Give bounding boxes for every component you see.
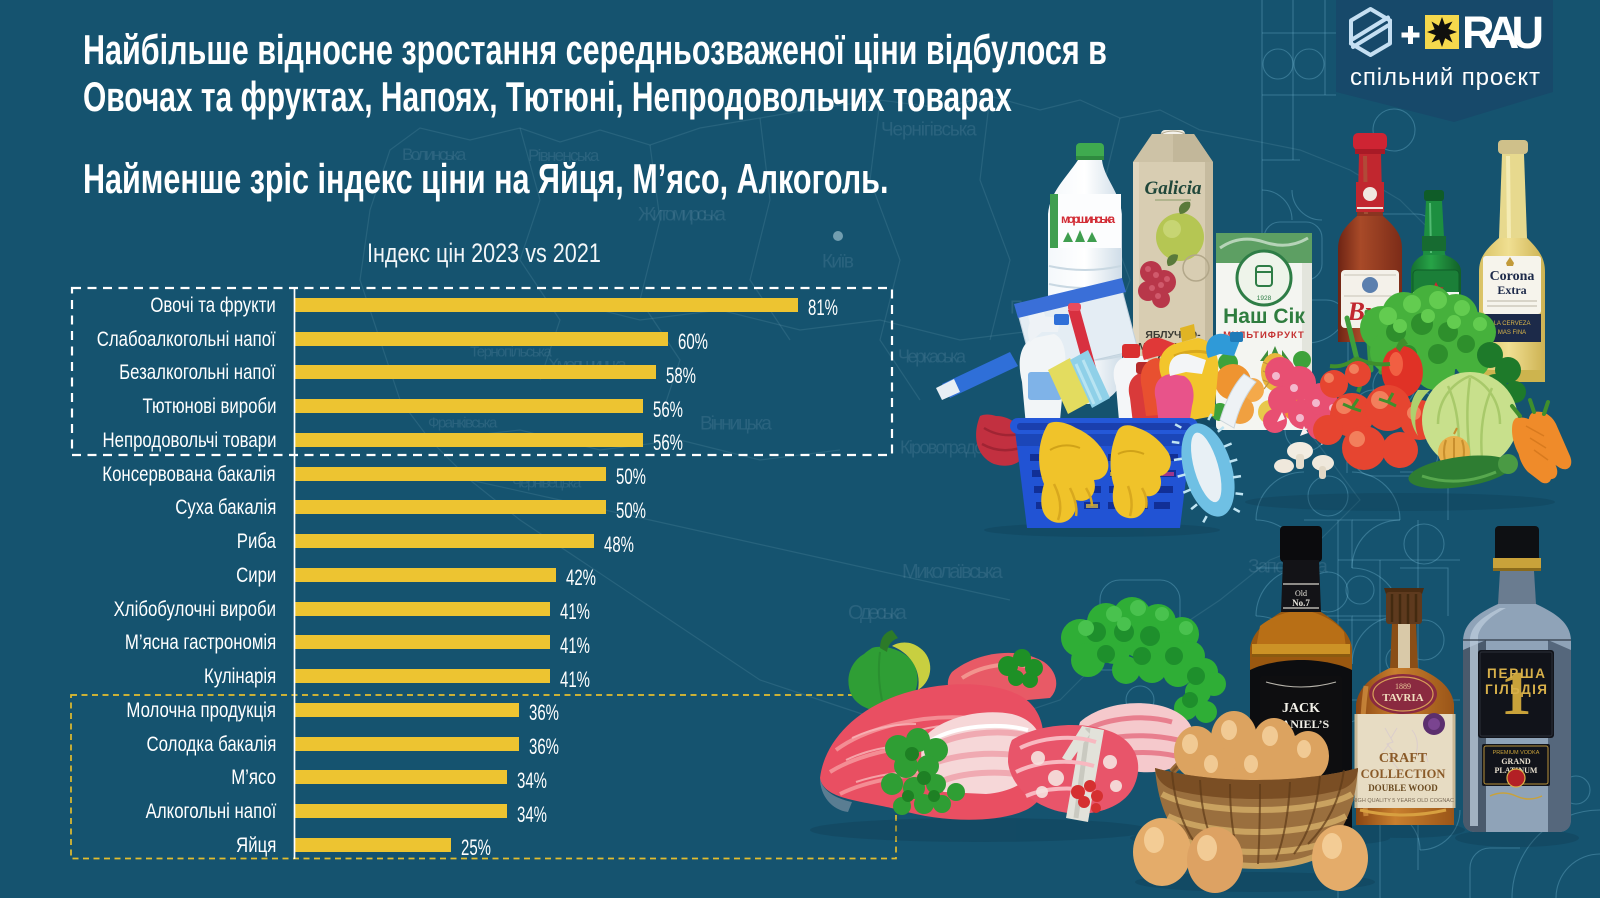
svg-text:моршинська: моршинська — [1061, 212, 1115, 226]
svg-text:RAU: RAU — [1462, 7, 1544, 58]
svg-text:Миколаївська: Миколаївська — [902, 561, 1004, 583]
svg-text:MAS FINA: MAS FINA — [1498, 330, 1526, 336]
svg-text:LA CERVEZA: LA CERVEZA — [1494, 321, 1531, 327]
svg-text:JACK: JACK — [1282, 701, 1320, 716]
svg-text:1: 1 — [1501, 660, 1532, 728]
svg-text:Galicia: Galicia — [1145, 178, 1202, 199]
svg-text:Extra: Extra — [1497, 283, 1526, 297]
svg-text:No.7: No.7 — [1292, 598, 1310, 608]
svg-text:ГІЛЬДІЯ: ГІЛЬДІЯ — [1485, 682, 1547, 697]
svg-text:1928: 1928 — [1257, 295, 1272, 302]
svg-text:PREMIUM VODKA: PREMIUM VODKA — [1493, 750, 1540, 756]
svg-text:Одеська: Одеська — [848, 602, 908, 624]
svg-text:Corona: Corona — [1490, 269, 1535, 284]
svg-text:HIGH QUALITY 5 YEARS OLD COGNA: HIGH QUALITY 5 YEARS OLD COGNAC — [1352, 798, 1454, 804]
svg-text:спільний проєкт: спільний проєкт — [1350, 64, 1540, 91]
svg-text:Волинська: Волинська — [402, 145, 467, 164]
svg-text:Вінницька: Вінницька — [700, 413, 772, 434]
svg-text:Житомирська: Житомирська — [638, 204, 726, 225]
svg-text:Київ: Київ — [822, 251, 854, 272]
svg-text:ПЕРША: ПЕРША — [1487, 666, 1545, 681]
svg-text:Рівненська: Рівненська — [528, 146, 600, 165]
svg-text:Тернопільська: Тернопільська — [470, 343, 553, 360]
svg-text:GRAND: GRAND — [1501, 757, 1531, 766]
svg-text:DOUBLE WOOD: DOUBLE WOOD — [1368, 783, 1438, 793]
svg-text:Черкаська: Черкаська — [898, 347, 967, 367]
svg-text:Наш Сік: Наш Сік — [1223, 305, 1305, 328]
svg-text:Old: Old — [1295, 589, 1307, 598]
svg-text:CRAFT: CRAFT — [1379, 751, 1428, 766]
svg-text:1889: 1889 — [1395, 682, 1411, 691]
svg-text:COLLECTION: COLLECTION — [1361, 767, 1446, 781]
svg-text:Франківська: Франківська — [428, 414, 498, 431]
svg-text:МУЛЬТИФРУКТ: МУЛЬТИФРУКТ — [1223, 330, 1305, 341]
svg-text:TAVRIA: TAVRIA — [1382, 692, 1423, 704]
svg-text:Чернігівська: Чернігівська — [881, 119, 977, 140]
